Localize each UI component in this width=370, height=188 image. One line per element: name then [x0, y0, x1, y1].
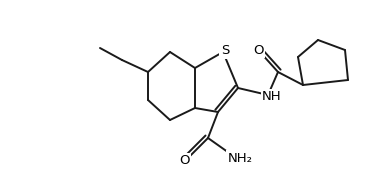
Text: NH₂: NH₂	[228, 152, 252, 164]
Text: O: O	[253, 43, 263, 57]
Text: O: O	[179, 155, 189, 168]
Text: NH: NH	[262, 90, 282, 104]
Text: S: S	[221, 45, 229, 58]
